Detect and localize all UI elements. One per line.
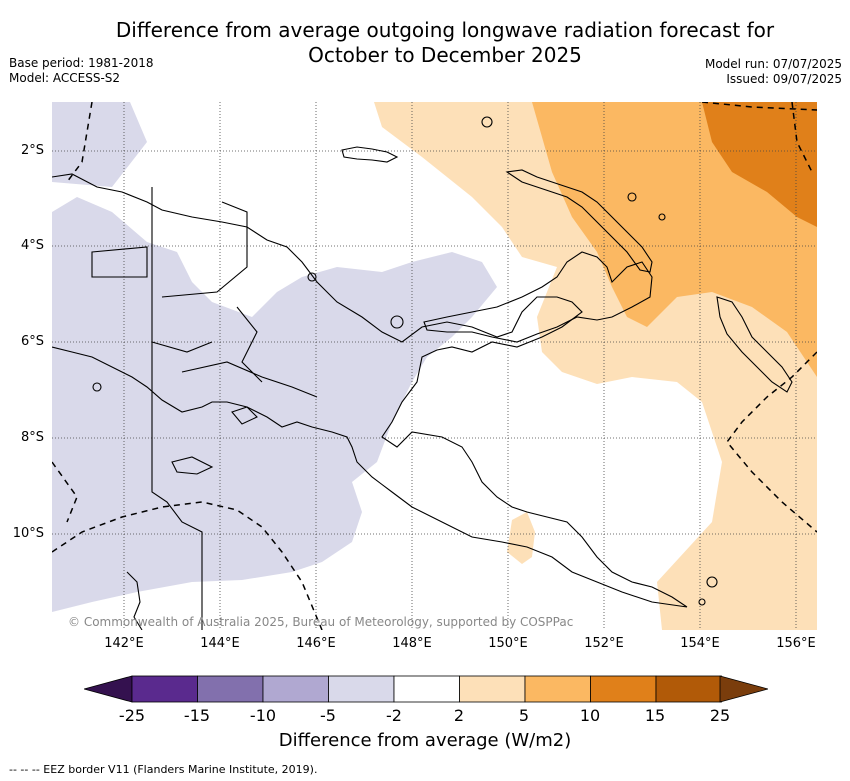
colorbar-label-25: 25	[709, 706, 731, 725]
colorbar-label-m25: -25	[118, 706, 146, 725]
colorbar-cell	[590, 675, 657, 703]
meta-left: Base period: 1981-2018 Model: ACCESS-S2	[9, 56, 154, 86]
issued-date: Issued: 09/07/2025	[726, 72, 842, 86]
base-period: Base period: 1981-2018	[9, 56, 154, 70]
colorbar-label-2: 2	[453, 706, 465, 725]
colorbar-cell	[328, 675, 395, 703]
graticule	[52, 102, 817, 630]
colorbar-cell	[262, 675, 329, 703]
lon-label-148e: 148°E	[392, 636, 432, 651]
eez-borders	[52, 102, 817, 630]
lon-label-146e: 146°E	[296, 636, 336, 651]
colorbar-cell	[131, 675, 198, 703]
lon-label-156e: 156°E	[776, 636, 816, 651]
lon-label-150e: 150°E	[488, 636, 528, 651]
model-run: Model run: 07/07/2025	[704, 57, 842, 71]
anomaly-region-negative	[52, 102, 497, 612]
map-svg: © Commonwealth of Australia 2025, Bureau…	[52, 102, 817, 630]
model-name: Model: ACCESS-S2	[9, 71, 121, 85]
colorbar-cell	[459, 675, 526, 703]
colorbar-cell	[393, 675, 460, 703]
colorbar-arrow-right	[719, 675, 768, 703]
colorbar-cell	[655, 675, 722, 703]
eez-footnote: -- -- -- EEZ border V11 (Flanders Marine…	[9, 763, 318, 776]
colorbar-label-10: 10	[579, 706, 601, 725]
title-line-1: Difference from average outgoing longwav…	[115, 18, 775, 42]
colorbar-title: Difference from average (W/m2)	[278, 730, 572, 751]
lon-label-142e: 142°E	[104, 636, 144, 651]
copyright-text: © Commonwealth of Australia 2025, Bureau…	[68, 615, 573, 629]
colorbar-cells	[131, 675, 722, 703]
lat-label-10s: 10°S	[12, 526, 44, 541]
colorbar-label-m5: -5	[320, 706, 336, 725]
anomaly-region-10-15	[702, 102, 817, 227]
title-line-2: October to December 2025	[308, 43, 582, 67]
lon-label-152e: 152°E	[584, 636, 624, 651]
colorbar-label-m2: -2	[386, 706, 402, 725]
chart-title: Difference from average outgoing longwav…	[95, 18, 795, 68]
map-panel: © Commonwealth of Australia 2025, Bureau…	[52, 102, 817, 630]
lat-label-8s: 8°S	[20, 430, 44, 445]
colorbar-cell	[197, 675, 264, 703]
colorbar-label-5: 5	[518, 706, 530, 725]
colorbar-cell	[524, 675, 591, 703]
lat-label-2s: 2°S	[20, 143, 44, 158]
lon-label-144e: 144°E	[200, 636, 240, 651]
lat-label-6s: 6°S	[20, 334, 44, 349]
colorbar-label-15: 15	[644, 706, 666, 725]
colorbar-label-m10: -10	[249, 706, 277, 725]
colorbar-arrow-left	[84, 675, 133, 703]
coastlines	[52, 116, 793, 630]
meta-right: Model run: 07/07/2025 Issued: 09/07/2025	[705, 57, 842, 87]
lon-label-154e: 154°E	[680, 636, 720, 651]
colorbar	[84, 675, 768, 703]
colorbar-label-m15: -15	[183, 706, 211, 725]
lat-label-4s: 4°S	[20, 238, 44, 253]
